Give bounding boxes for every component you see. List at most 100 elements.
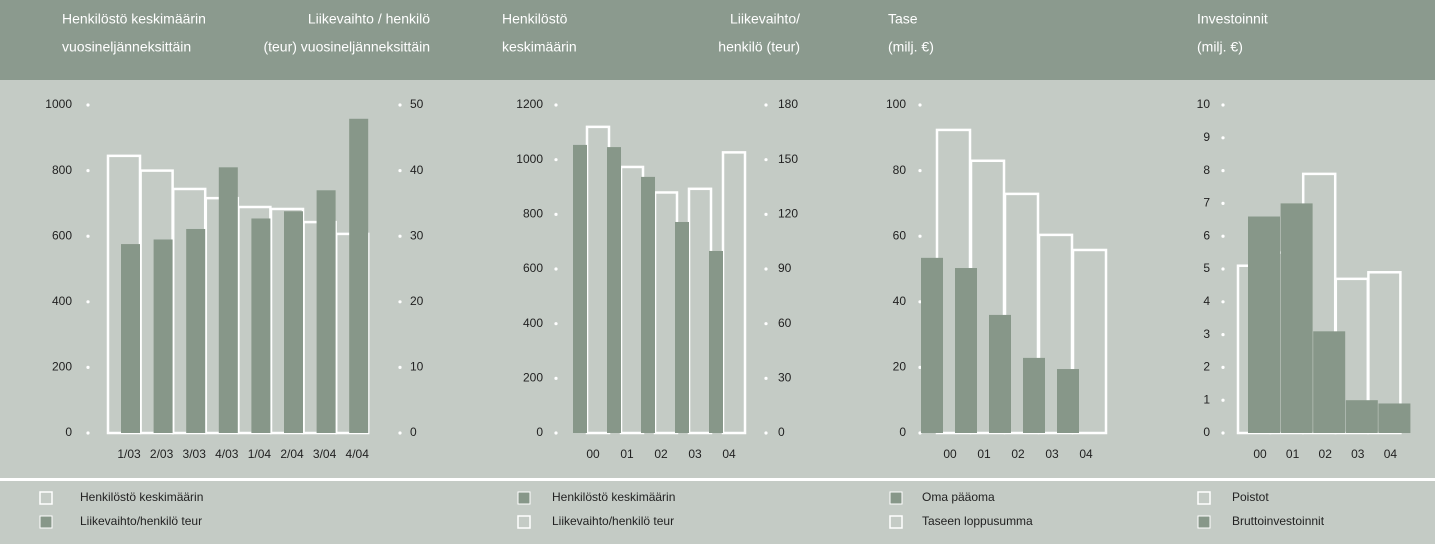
bar [251, 218, 271, 433]
tick-dot [86, 365, 90, 369]
tick-dot [1221, 300, 1225, 304]
bar [709, 250, 723, 433]
y2-tick-label: 120 [778, 207, 798, 221]
tick-dot [554, 212, 558, 216]
bar [1378, 403, 1411, 433]
header-label: keskimäärin [502, 39, 577, 55]
bar [1057, 369, 1079, 433]
y2-tick-label: 40 [410, 163, 424, 177]
tick-dot [554, 322, 558, 326]
header-label: (milj. €) [888, 39, 934, 55]
y2-tick-label: 30 [778, 371, 792, 385]
tick-dot [398, 234, 402, 238]
bar [641, 176, 655, 434]
header-label: Investoinnit [1197, 11, 1268, 27]
x-tick-label: 04 [1384, 447, 1398, 461]
y-tick-label: 10 [1197, 97, 1211, 111]
tick-dot [554, 431, 558, 435]
y-tick-label: 3 [1203, 327, 1210, 341]
legend-swatch [1197, 491, 1211, 505]
legend-swatch [1197, 515, 1211, 529]
legend-label: Taseen loppusumma [922, 514, 1033, 528]
x-tick-label: 03 [1351, 447, 1365, 461]
y-tick-label: 600 [523, 261, 543, 275]
y-tick-label: 200 [52, 360, 72, 374]
legend-label: Poistot [1232, 490, 1269, 504]
header-label: henkilö (teur) [718, 39, 800, 55]
legend-swatch [39, 515, 53, 529]
tick-dot [918, 365, 922, 369]
bar [186, 228, 206, 433]
y-tick-label: 1 [1203, 392, 1210, 406]
y-tick-label: 0 [536, 425, 543, 439]
bar [1023, 357, 1045, 433]
tick-dot [918, 300, 922, 304]
tick-dot [398, 169, 402, 173]
divider [0, 478, 1435, 481]
header-label: Tase [888, 11, 918, 27]
x-tick-label: 1/04 [248, 447, 272, 461]
bar [1248, 216, 1280, 433]
tick-dot [918, 234, 922, 238]
y-tick-label: 1000 [45, 97, 72, 111]
tick-dot [398, 300, 402, 304]
y-tick-label: 4 [1203, 294, 1210, 308]
tick-dot [1221, 169, 1225, 173]
legend-swatch [889, 515, 903, 529]
y2-tick-label: 0 [778, 425, 785, 439]
tick-dot [86, 234, 90, 238]
tick-dot [1221, 267, 1225, 271]
tick-dot [554, 103, 558, 107]
legend-swatch [517, 515, 531, 529]
bar [1345, 400, 1378, 433]
tick-dot [398, 365, 402, 369]
x-tick-label: 2/03 [150, 447, 174, 461]
tick-dot [764, 212, 768, 216]
tick-dot [1221, 431, 1225, 435]
y-tick-label: 1000 [516, 152, 543, 166]
header-label: (milj. €) [1197, 39, 1243, 55]
y-tick-label: 5 [1203, 261, 1210, 275]
x-tick-label: 02 [1319, 447, 1333, 461]
y-tick-label: 60 [893, 228, 907, 242]
bar [284, 211, 303, 433]
tick-dot [86, 431, 90, 435]
tick-dot [554, 267, 558, 271]
header-label: Henkilöstö [502, 11, 568, 27]
bar [955, 268, 977, 433]
y2-tick-label: 50 [410, 97, 424, 111]
header-label: Henkilöstö keskimäärin [62, 11, 206, 27]
y-tick-label: 80 [893, 163, 907, 177]
y-tick-label: 400 [523, 316, 543, 330]
legend-band [0, 481, 1435, 544]
y-tick-label: 800 [523, 207, 543, 221]
header-label: (teur) vuosineljänneksittäin [263, 39, 430, 55]
y-tick-label: 400 [52, 294, 72, 308]
x-tick-label: 1/03 [117, 447, 141, 461]
x-tick-label: 00 [943, 447, 957, 461]
tick-dot [764, 267, 768, 271]
legend-label: Bruttoinvestoinnit [1232, 514, 1325, 528]
bar [607, 147, 621, 434]
y2-tick-label: 90 [778, 261, 792, 275]
x-tick-label: 4/03 [215, 447, 239, 461]
y-tick-label: 200 [523, 371, 543, 385]
y2-tick-label: 0 [410, 425, 417, 439]
legend-label: Henkilöstö keskimäärin [80, 490, 203, 504]
bar [573, 144, 587, 433]
tick-dot [398, 103, 402, 107]
legend-label: Henkilöstö keskimäärin [552, 490, 675, 504]
bar [218, 167, 238, 433]
tick-dot [1221, 398, 1225, 402]
tick-dot [554, 376, 558, 380]
tick-dot [554, 158, 558, 162]
bar [153, 239, 173, 433]
tick-dot [764, 431, 768, 435]
x-tick-label: 03 [1045, 447, 1059, 461]
y-tick-label: 600 [52, 228, 72, 242]
bar [989, 314, 1011, 433]
tick-dot [918, 103, 922, 107]
y-tick-label: 0 [1203, 425, 1210, 439]
legend-swatch [39, 491, 53, 505]
